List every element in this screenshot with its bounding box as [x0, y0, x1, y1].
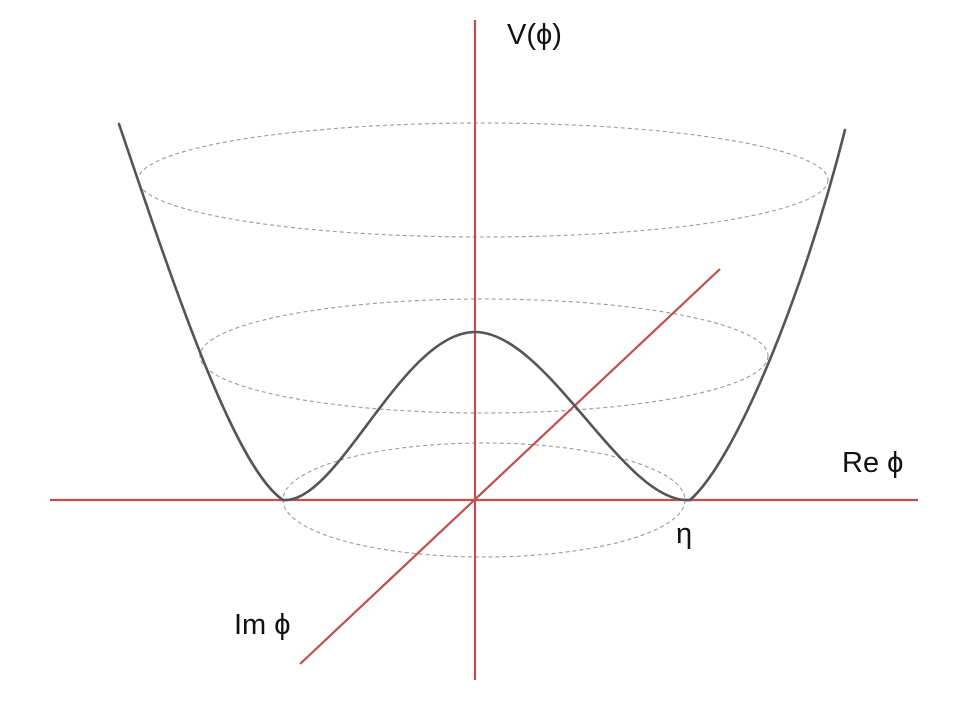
middle-dashed-ring	[199, 298, 769, 414]
im-phi-axis	[299, 268, 721, 665]
vev-label: η	[676, 518, 692, 550]
im-axis-label: Im ϕ	[234, 609, 291, 641]
potential-curve	[117, 122, 847, 502]
y-axis-label: V(ϕ)	[507, 19, 562, 51]
top-dashed-ring	[137, 122, 829, 238]
re-axis-label: Re ϕ	[842, 447, 903, 479]
